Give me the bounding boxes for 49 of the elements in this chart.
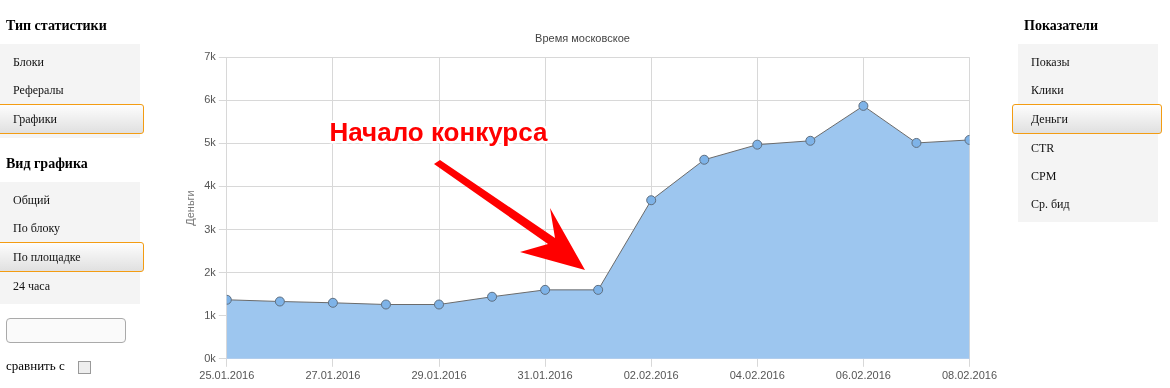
annotation: Начало конкурса — [329, 116, 548, 147]
text: CTR — [1030, 140, 1056, 157]
text: Блоки — [12, 54, 45, 71]
point — [646, 195, 657, 206]
text: Рефералы — [12, 82, 65, 99]
y-axis-title: Деньги — [183, 190, 196, 226]
text: 24 часа — [12, 278, 52, 295]
text: Тип статистики — [6, 18, 108, 34]
text: Показы — [1030, 54, 1071, 71]
point — [858, 100, 869, 111]
point — [911, 137, 922, 148]
y-tick-label: 5k — [204, 136, 217, 149]
point — [274, 296, 285, 307]
y-tick-label: 3k — [204, 222, 217, 235]
y-tick-label: 2k — [204, 265, 217, 278]
x-tick-label: 08.02.2016 — [941, 369, 997, 382]
point — [752, 139, 763, 150]
point — [380, 299, 391, 310]
text: Графики — [0, 104, 144, 134]
chart-title: Время московское — [535, 31, 630, 44]
y-tick-label: 7k — [204, 50, 217, 63]
y-tick-label: 6k — [204, 93, 217, 106]
text: Ср. бид — [1030, 196, 1071, 213]
y-tick-label: 0k — [204, 351, 217, 364]
text: По площадке — [0, 242, 144, 272]
text: Деньги — [1012, 104, 1162, 134]
text: По блоку — [12, 220, 62, 237]
text: Показатели — [1024, 18, 1100, 34]
point — [434, 299, 445, 310]
point — [593, 284, 604, 295]
point — [540, 284, 551, 295]
point — [487, 291, 498, 302]
text: Вид графика — [6, 156, 89, 172]
text: сравнить с — [6, 358, 65, 374]
x-tick-label: 25.01.2016 — [199, 369, 255, 382]
x-tick-label: 06.02.2016 — [835, 369, 891, 382]
point — [327, 297, 338, 308]
x-tick-label: 27.01.2016 — [305, 369, 361, 382]
x-tick-label: 31.01.2016 — [517, 369, 573, 382]
x-tick-label: 04.02.2016 — [729, 369, 785, 382]
x-tick-label: 02.02.2016 — [623, 369, 679, 382]
text: CPM — [1030, 168, 1058, 185]
y-tick-label: 4k — [204, 179, 217, 192]
text: Общий — [12, 192, 51, 209]
point — [699, 154, 710, 165]
x-tick-label: 29.01.2016 — [411, 369, 467, 382]
point — [805, 135, 816, 146]
text: Клики — [1030, 82, 1065, 99]
y-tick-label: 1k — [204, 308, 217, 321]
